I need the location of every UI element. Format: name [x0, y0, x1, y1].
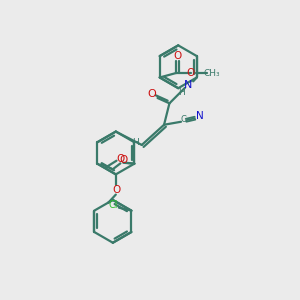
- Text: H: H: [133, 138, 139, 147]
- Text: O: O: [119, 155, 128, 165]
- Text: Cl: Cl: [108, 200, 118, 210]
- Text: O: O: [117, 154, 125, 164]
- Text: N: N: [196, 111, 204, 122]
- Text: C: C: [180, 115, 186, 124]
- Text: O: O: [112, 185, 121, 195]
- Text: ethoxy: ethoxy: [99, 164, 104, 165]
- Text: O: O: [147, 89, 156, 99]
- Text: O: O: [187, 68, 195, 78]
- Text: O: O: [173, 51, 182, 61]
- Text: N: N: [184, 80, 192, 90]
- Text: H: H: [178, 88, 185, 97]
- Text: CH₃: CH₃: [203, 68, 220, 77]
